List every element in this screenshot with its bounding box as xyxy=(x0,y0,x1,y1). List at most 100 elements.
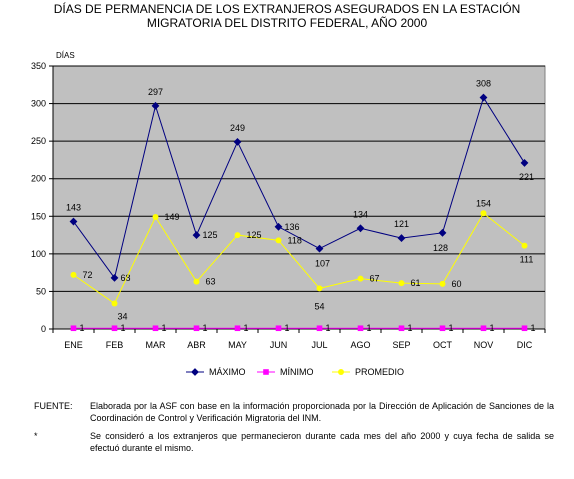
data-label: 149 xyxy=(165,212,180,222)
data-point xyxy=(111,325,118,332)
data-point xyxy=(151,101,160,110)
series-line xyxy=(73,96,525,280)
data-point xyxy=(234,325,241,332)
data-point xyxy=(316,325,323,332)
data-point xyxy=(193,278,200,285)
x-tick-label: SEP xyxy=(392,340,410,350)
data-point xyxy=(520,159,529,167)
data-point xyxy=(356,224,365,233)
data-point xyxy=(521,242,528,249)
x-tick-label: JUL xyxy=(311,340,327,350)
data-point xyxy=(69,217,78,226)
data-label: 67 xyxy=(370,274,380,284)
data-label: 125 xyxy=(247,230,262,240)
data-point xyxy=(357,275,364,282)
y-tick-label: 300 xyxy=(31,99,46,109)
x-tick-label: DIC xyxy=(517,340,533,350)
y-tick-label: 250 xyxy=(31,136,46,146)
data-point xyxy=(275,237,282,244)
data-label: 60 xyxy=(452,279,462,289)
data-label: 134 xyxy=(353,209,368,219)
y-tick-label: 0 xyxy=(41,324,46,334)
data-point xyxy=(357,325,364,332)
legend-marker xyxy=(191,368,199,376)
legend-label: MÍNIMO xyxy=(280,367,314,377)
data-label: 1 xyxy=(121,323,126,333)
data-point xyxy=(274,222,283,231)
data-point xyxy=(480,325,487,332)
data-label: 1 xyxy=(326,323,331,333)
y-tick-label: 200 xyxy=(31,174,46,184)
data-label: 143 xyxy=(66,203,81,213)
data-point xyxy=(275,325,282,332)
data-label: 61 xyxy=(411,278,421,288)
data-label: 308 xyxy=(476,79,491,89)
data-point xyxy=(70,325,77,332)
data-label: 1 xyxy=(80,323,85,333)
x-tick-label: JUN xyxy=(270,340,288,350)
footnote-key: * xyxy=(34,431,38,441)
data-point xyxy=(398,280,405,287)
x-tick-label: FEB xyxy=(106,340,124,350)
data-point xyxy=(480,210,487,217)
data-point xyxy=(521,325,528,332)
data-label: 68 xyxy=(121,273,131,283)
data-label: 1 xyxy=(449,323,454,333)
data-point xyxy=(111,300,118,307)
plot-area xyxy=(52,65,546,330)
data-point xyxy=(438,228,447,237)
y-tick-label: 350 xyxy=(31,61,46,71)
x-tick-label: AGO xyxy=(350,340,370,350)
data-point xyxy=(398,325,405,332)
data-point xyxy=(479,93,488,102)
series-line xyxy=(73,212,525,305)
data-point xyxy=(315,244,324,253)
legend-label: PROMEDIO xyxy=(355,367,404,377)
data-point xyxy=(152,325,159,332)
data-label: 249 xyxy=(230,123,245,133)
legend-marker xyxy=(263,369,269,375)
data-label: 1 xyxy=(162,323,167,333)
data-label: 1 xyxy=(367,323,372,333)
data-label: 1 xyxy=(285,323,290,333)
x-tick-label: ENE xyxy=(64,340,83,350)
data-point xyxy=(316,285,323,292)
line-chart: 0 50 100 150 200 250 300 350 DÍAS ENE FEB MAR ABR MAY… xyxy=(31,51,546,377)
data-label: 221 xyxy=(519,172,534,182)
data-label: 297 xyxy=(148,87,163,97)
data-point xyxy=(439,280,446,287)
data-point xyxy=(234,232,241,239)
x-tick-label: ABR xyxy=(187,340,206,350)
data-label: 1 xyxy=(490,323,495,333)
y-tick-label: 50 xyxy=(36,286,46,296)
chart-title-line-2: MIGRATORIA DEL DISTRITO FEDERAL, AÑO 200… xyxy=(146,16,428,30)
data-label: 63 xyxy=(206,277,216,287)
data-point xyxy=(110,273,119,282)
y-tick-label: 150 xyxy=(31,211,46,221)
legend-marker xyxy=(338,369,344,375)
data-point xyxy=(70,271,77,278)
y-axis-label: DÍAS xyxy=(56,51,75,60)
data-label: 125 xyxy=(203,230,218,240)
data-point xyxy=(439,325,446,332)
chart-title: DÍAS DE PERMANENCIA DE LOS EXTRANJEROS A… xyxy=(0,2,574,30)
data-point xyxy=(152,214,159,221)
data-label: 118 xyxy=(288,235,302,245)
source-note-text: Elaborada por la ASF con base en la info… xyxy=(90,401,554,423)
chart-title-line-1: DÍAS DE PERMANENCIA DE LOS EXTRANJEROS A… xyxy=(53,2,521,16)
x-tick-label: MAR xyxy=(146,340,167,350)
y-tick-label: 100 xyxy=(31,249,46,259)
data-label: 1 xyxy=(244,323,249,333)
legend-label: MÁXIMO xyxy=(209,367,246,377)
data-label: 72 xyxy=(83,270,93,280)
data-label: 107 xyxy=(315,259,330,269)
data-point xyxy=(192,231,201,239)
data-label: 136 xyxy=(285,222,300,232)
footnote-text: Se consideró a los extranjeros que perma… xyxy=(90,431,554,453)
data-label: 111 xyxy=(520,255,534,265)
source-note: FUENTE: Elaborada por la ASF con base en… xyxy=(34,400,554,424)
data-label: 121 xyxy=(394,219,409,229)
chart-notes: FUENTE: Elaborada por la ASF con base en… xyxy=(34,400,554,460)
data-point xyxy=(233,137,242,146)
data-label: 1 xyxy=(408,323,413,333)
